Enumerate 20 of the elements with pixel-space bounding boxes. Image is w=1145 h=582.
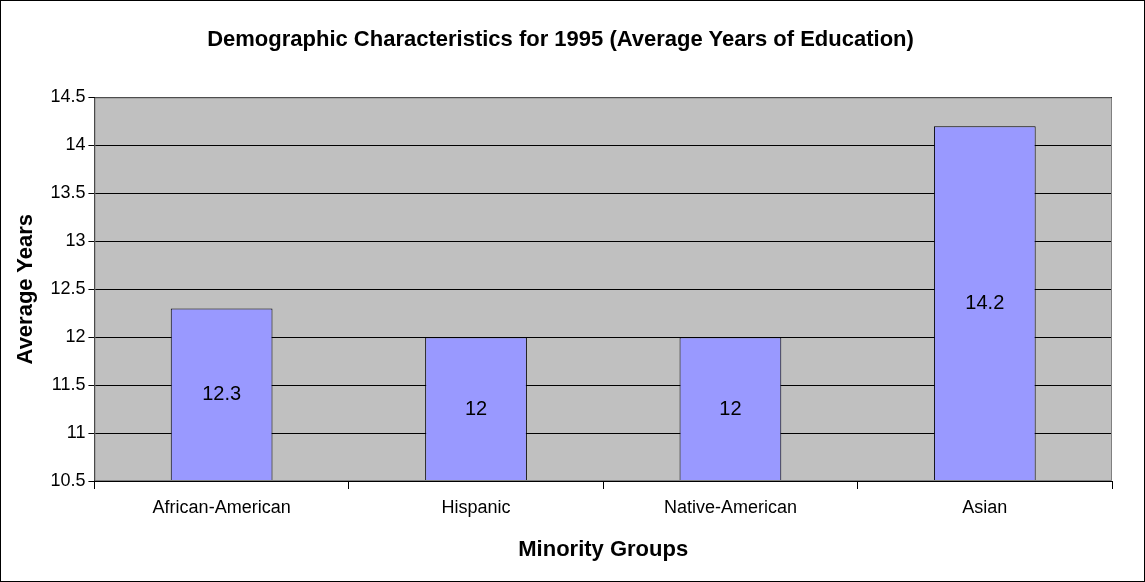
x-tick-label: African-American: [152, 496, 291, 517]
y-axis-title: Average Years: [12, 213, 38, 365]
x-tick-label: Native-American: [663, 496, 797, 517]
x-tick-label: Asian: [962, 496, 1008, 517]
data-label: 12.3: [202, 382, 242, 405]
chart-title: Demographic Characteristics for 1995 (Average Years of Education): [207, 26, 914, 52]
y-tick-label: 14: [65, 134, 86, 155]
data-label: 12: [464, 396, 488, 419]
x-axis-title: Minority Groups: [518, 535, 689, 561]
y-tick-label: 13.5: [50, 182, 86, 203]
x-tick-label: Hispanic: [441, 496, 511, 517]
y-tick-label: 11.5: [51, 374, 86, 395]
y-tick-label: 13: [65, 230, 86, 251]
y-tick-label: 12.5: [50, 278, 86, 299]
y-tick-label: 14.5: [50, 86, 86, 107]
y-tick-label: 11: [66, 422, 86, 443]
data-label: 14.2: [965, 291, 1005, 314]
y-tick-label: 10.5: [50, 469, 86, 490]
data-label: 12: [719, 396, 742, 419]
y-tick-label: 12: [65, 326, 86, 347]
